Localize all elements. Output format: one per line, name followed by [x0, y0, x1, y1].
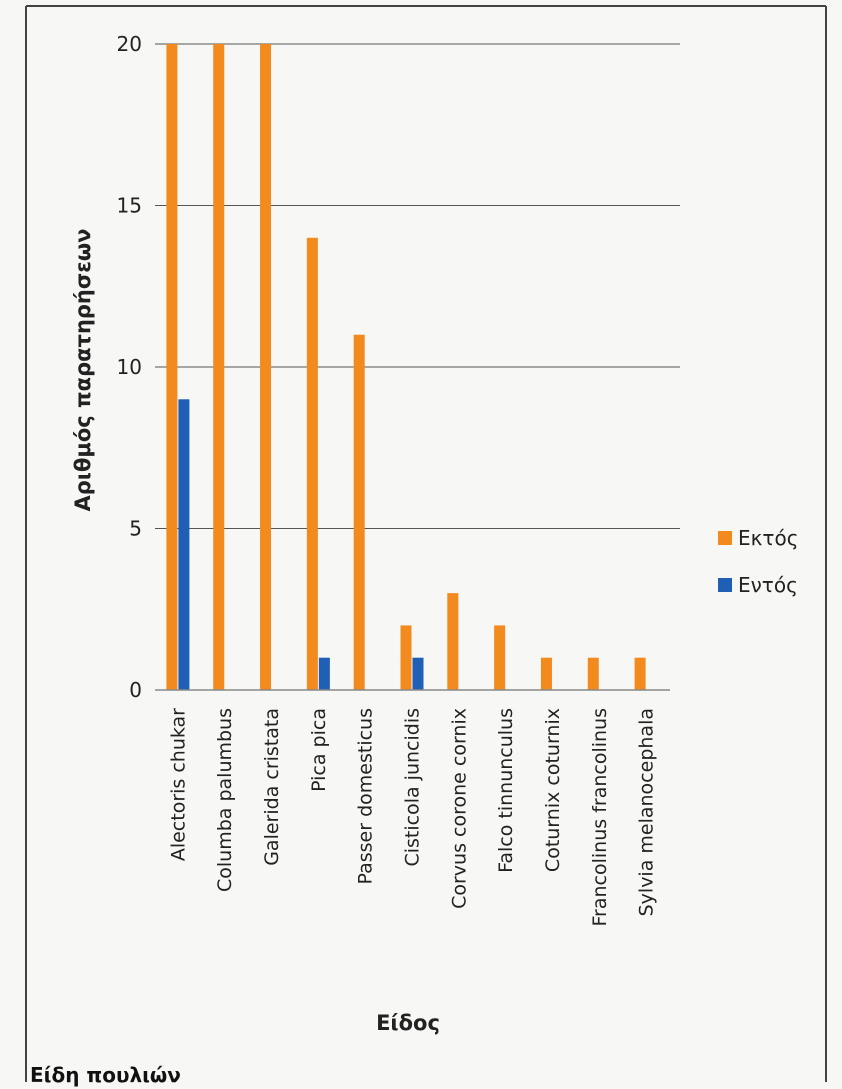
bar-ektos-9 [540, 657, 552, 690]
y-tick-label: 20 [117, 32, 142, 56]
gridlines [155, 43, 680, 529]
bar-ektos-1 [166, 44, 178, 690]
legend-label-entos: Εντός [738, 573, 798, 597]
bar-ektos-4 [306, 237, 318, 691]
y-tick-labels: 0 5 10 15 20 [117, 32, 142, 702]
category-label: Falco tinnunculus [495, 708, 517, 873]
bars [166, 44, 646, 691]
legend-swatch-ektos [718, 531, 732, 545]
category-labels: Alectoris chukar Columba palumbus Galerida… [167, 708, 657, 927]
category-label: Cisticola juncidis [402, 708, 424, 867]
bar-ektos-7 [447, 593, 459, 690]
bar-ektos-5 [353, 334, 365, 690]
y-tick-label: 0 [129, 678, 142, 702]
y-tick-label: 5 [129, 517, 142, 541]
category-label: Corvus corone cornix [448, 708, 470, 909]
figure-caption: Είδη πουλιών [30, 1063, 181, 1087]
bar-entos-4 [318, 657, 330, 690]
bar-ektos-11 [634, 657, 646, 690]
category-label: Galerida cristata [261, 708, 283, 866]
legend: Εκτός Εντός [718, 526, 798, 597]
bar-ektos-6 [400, 625, 412, 690]
x-axis-title: Είδος [376, 1011, 440, 1035]
bar-ektos-3 [260, 44, 272, 690]
category-label: Coturnix coturnix [542, 708, 564, 872]
bar-entos-1 [178, 399, 190, 690]
bar-ektos-10 [587, 657, 599, 690]
bar-entos-6 [412, 657, 424, 690]
y-axis-title: Αριθμός παρατηρήσεων [71, 229, 95, 512]
legend-label-ektos: Εκτός [738, 526, 798, 550]
bar-ektos-8 [494, 625, 506, 690]
y-tick-label: 10 [117, 355, 142, 379]
category-label: Columba palumbus [214, 708, 236, 892]
category-label: Alectoris chukar [167, 708, 189, 861]
category-label: Passer domesticus [355, 708, 377, 884]
category-label: Francolinus francolinus [589, 708, 611, 927]
y-tick-label: 15 [117, 194, 142, 218]
legend-swatch-entos [718, 578, 732, 592]
category-label: Pica pica [308, 708, 330, 792]
bar-ektos-2 [213, 44, 225, 690]
category-label: Sylvia melanocephala [636, 708, 658, 916]
